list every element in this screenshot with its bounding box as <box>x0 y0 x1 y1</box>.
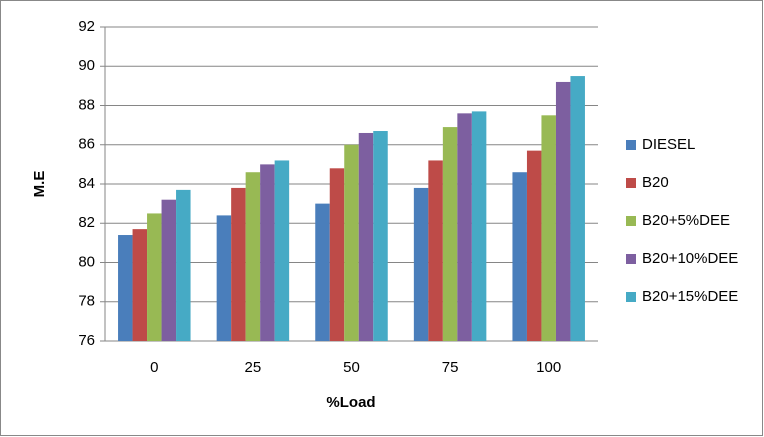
bar <box>428 160 443 341</box>
x-tick-label: 50 <box>343 359 360 376</box>
legend-label: B20+15%DEE <box>642 288 738 305</box>
legend-swatch <box>626 216 636 226</box>
x-tick-label: 100 <box>536 359 561 376</box>
bar <box>245 172 261 341</box>
y-tick-label: 92 <box>78 18 95 35</box>
legend-swatch <box>626 178 636 188</box>
bar <box>526 150 542 341</box>
bar <box>512 172 527 341</box>
bar <box>471 111 487 341</box>
bar <box>231 187 246 341</box>
bar <box>358 132 374 341</box>
bar <box>176 189 191 341</box>
bar <box>315 203 330 341</box>
y-axis-title: M.E <box>31 171 48 198</box>
legend-label: DIESEL <box>642 136 695 153</box>
x-tick-label: 75 <box>442 359 459 376</box>
y-tick-label: 84 <box>78 175 95 192</box>
y-tick-label: 90 <box>78 57 95 74</box>
bar <box>132 229 148 341</box>
bar <box>118 235 133 341</box>
y-tick-label: 76 <box>78 332 95 349</box>
bar <box>147 213 162 341</box>
bar <box>274 160 290 341</box>
y-tick-label: 86 <box>78 136 95 153</box>
bar <box>570 76 585 341</box>
legend-swatch <box>626 140 636 150</box>
bar <box>216 215 232 341</box>
bar <box>329 168 345 341</box>
legend-swatch <box>626 292 636 302</box>
y-tick-label: 80 <box>78 253 95 270</box>
y-tick-label: 78 <box>78 293 95 310</box>
bar <box>541 115 556 341</box>
bar <box>457 113 472 341</box>
y-tick-label: 88 <box>78 96 95 113</box>
legend-label: B20+10%DEE <box>642 250 738 267</box>
x-tick-label: 25 <box>245 359 262 376</box>
bar <box>442 127 458 342</box>
legend-label: B20 <box>642 174 669 191</box>
bar <box>344 144 359 341</box>
y-tick-label: 82 <box>78 214 95 231</box>
bar <box>413 187 429 341</box>
bar <box>555 81 571 341</box>
bar <box>260 164 275 341</box>
x-axis-title: %Load <box>326 394 375 411</box>
legend-swatch <box>626 254 636 264</box>
bar <box>373 131 388 341</box>
bar <box>161 199 177 341</box>
legend-label: B20+5%DEE <box>642 212 730 229</box>
x-tick-label: 0 <box>150 359 158 376</box>
